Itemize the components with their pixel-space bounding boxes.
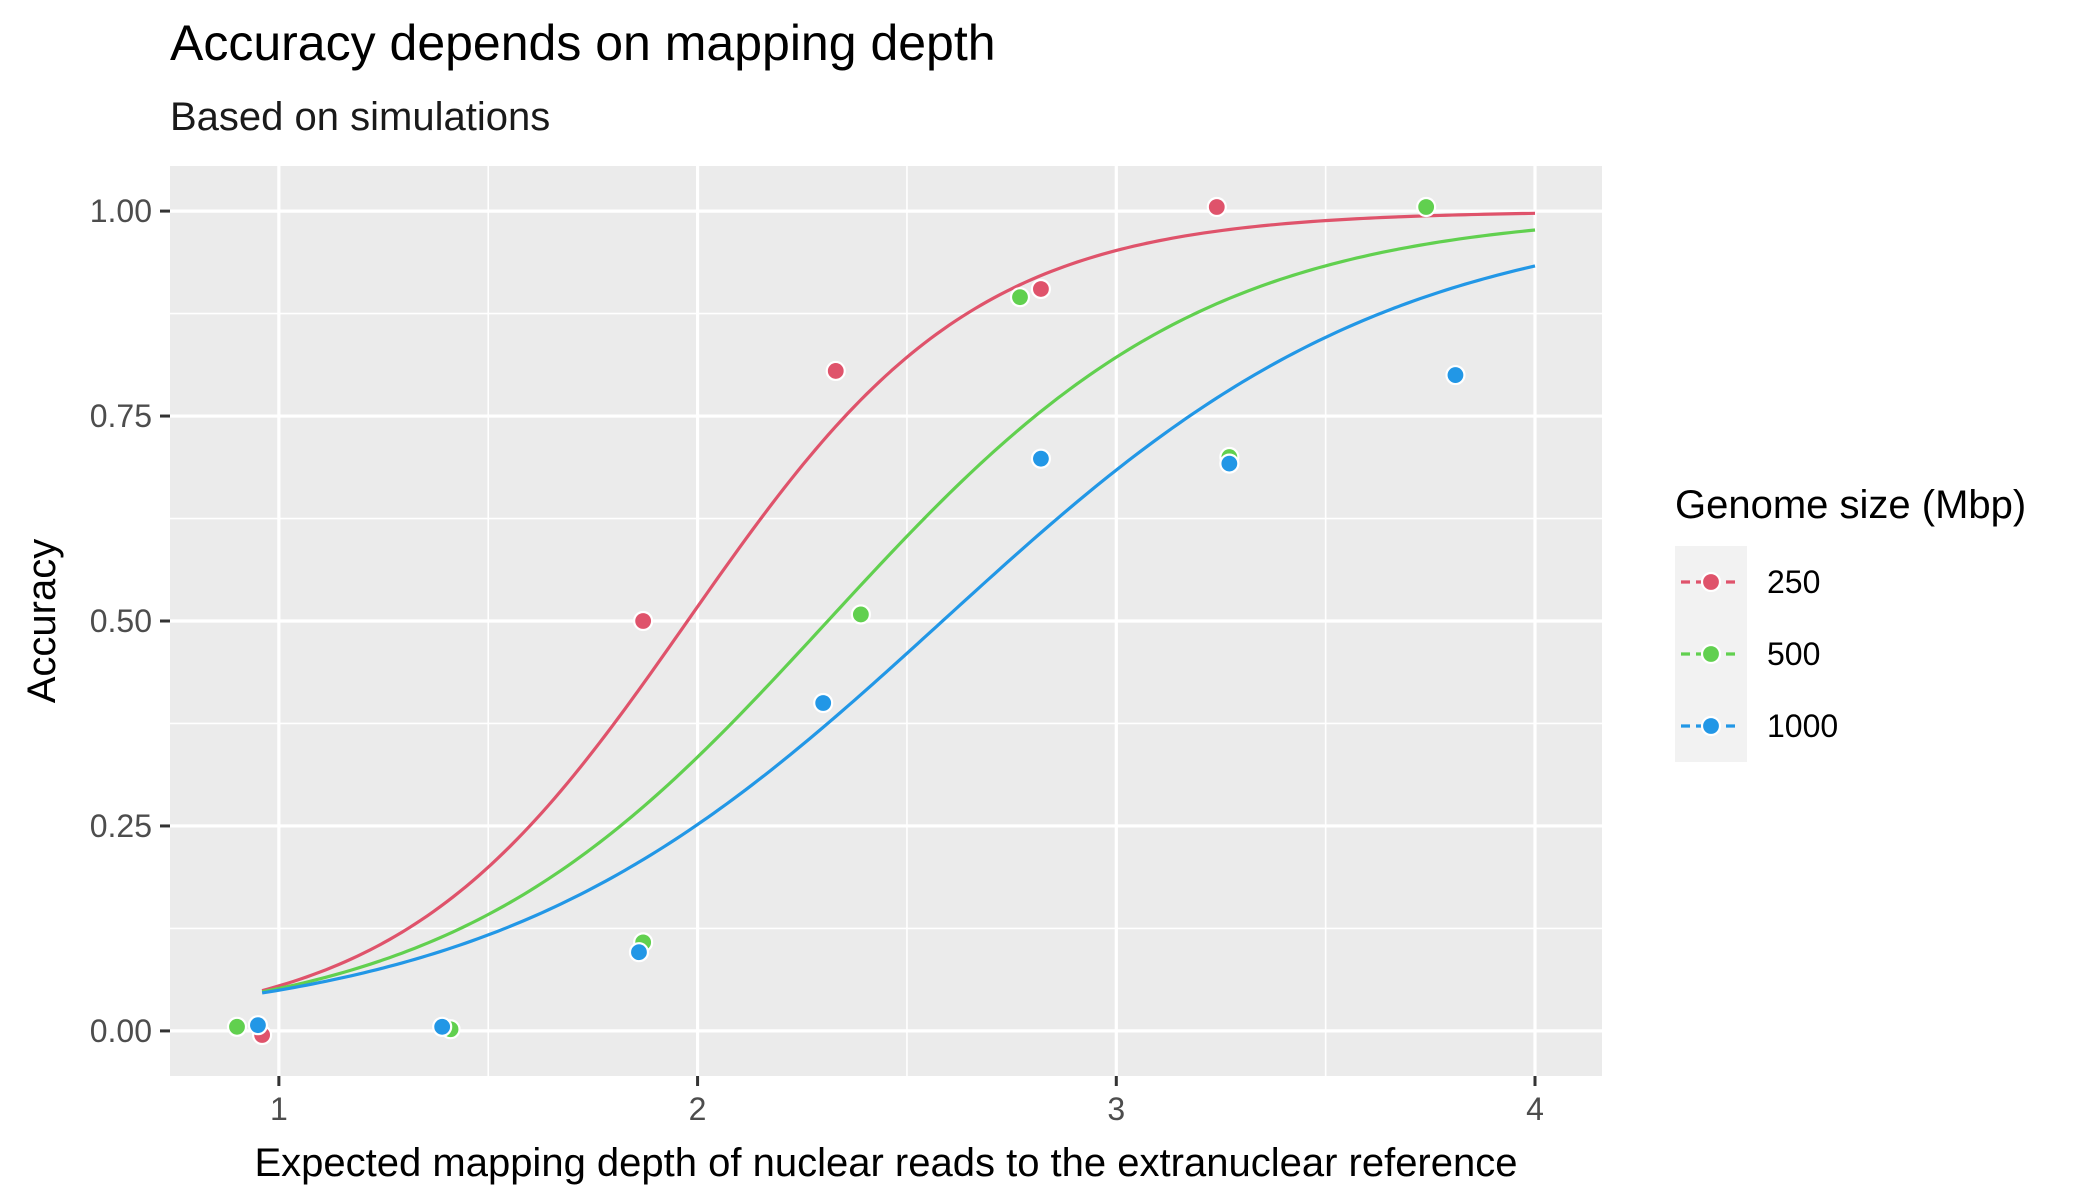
legend-label-1000: 1000 (1767, 708, 1838, 744)
curve-500 (261, 228, 1536, 994)
point-1000 (1445, 364, 1466, 386)
point-250 (633, 610, 654, 632)
chart-subtitle: Based on simulations (170, 95, 550, 139)
legend: Genome size (Mbp) 250 500 1000 (1675, 483, 2026, 762)
point-500 (850, 604, 871, 625)
legend-point-500 (1700, 643, 1722, 665)
point-250 (825, 360, 846, 382)
curve-250 (261, 211, 1536, 993)
chart-title: Accuracy depends on mapping depth (170, 15, 996, 71)
x-axis-title: Expected mapping depth of nuclear reads … (254, 1141, 1517, 1185)
y-axis-title: Accuracy (20, 539, 64, 704)
point-250 (1030, 278, 1052, 300)
legend-point-1000 (1700, 715, 1722, 737)
y-tick-label: 0.75 (90, 398, 152, 434)
legend-items: 250 500 1000 (1681, 564, 1838, 744)
x-tick-label: 2 (689, 1091, 707, 1127)
point-500 (1009, 287, 1031, 308)
point-1000 (1030, 448, 1052, 469)
x-tick-label: 1 (270, 1091, 288, 1127)
y-axis: 0.00 0.25 0.50 0.75 1.00 (90, 193, 170, 1049)
x-axis: 1 2 3 4 (270, 1076, 1544, 1127)
y-tick-label: 0.25 (90, 808, 152, 844)
y-tick-label: 0.50 (90, 603, 152, 639)
y-tick-label: 0.00 (90, 1013, 152, 1049)
point-1000 (1219, 453, 1240, 474)
legend-title: Genome size (Mbp) (1675, 483, 2026, 527)
y-tick-label: 1.00 (90, 193, 152, 229)
point-500 (1416, 196, 1437, 218)
x-tick-label: 3 (1107, 1091, 1125, 1127)
point-1000 (247, 1015, 269, 1036)
legend-item-500: 500 (1681, 636, 1820, 672)
point-500 (226, 1016, 248, 1037)
data-points (226, 196, 1466, 1046)
legend-label-500: 500 (1767, 636, 1820, 672)
point-1000 (813, 692, 834, 714)
point-1000 (432, 1016, 453, 1037)
legend-item-1000: 1000 (1681, 708, 1838, 744)
curve-1000 (261, 264, 1536, 995)
x-tick-label: 4 (1526, 1091, 1544, 1127)
legend-point-250 (1700, 571, 1722, 593)
point-250 (1206, 196, 1227, 218)
legend-label-250: 250 (1767, 564, 1820, 600)
major-gridlines (170, 166, 1602, 1076)
legend-item-250: 250 (1681, 564, 1820, 600)
fitted-curves (261, 211, 1536, 995)
point-1000 (628, 942, 650, 963)
